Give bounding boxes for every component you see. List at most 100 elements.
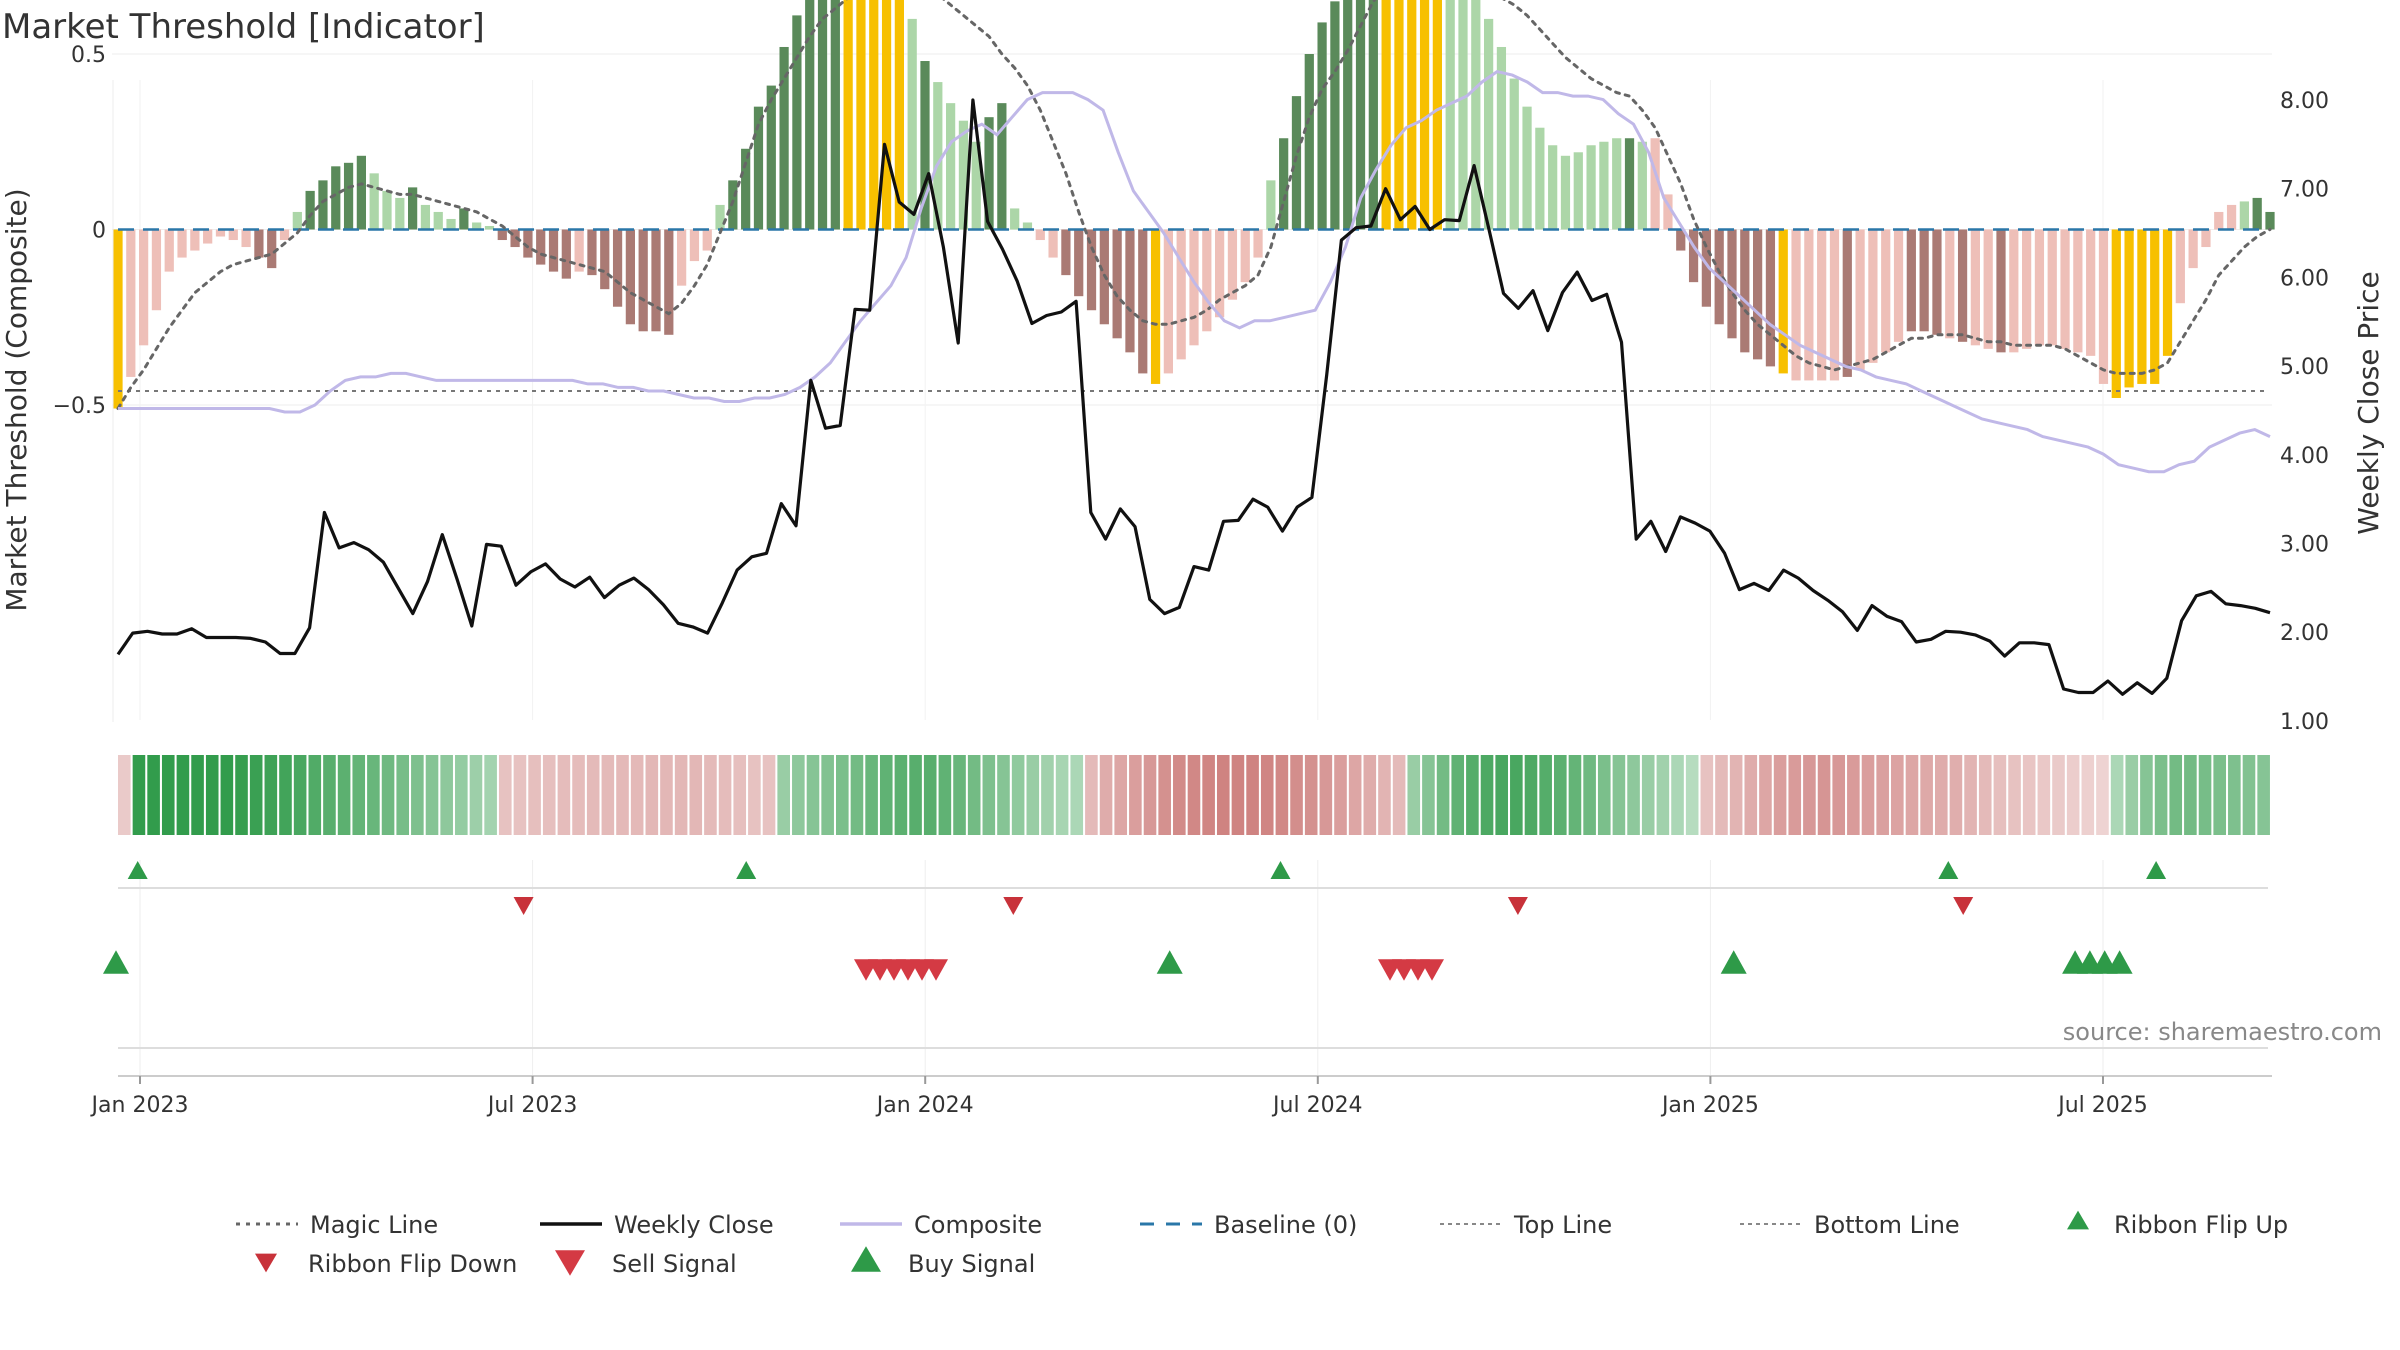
composite-bar [805, 0, 815, 230]
composite-bar [1688, 229, 1699, 283]
ribbon-cell [513, 755, 527, 835]
composite-bar [139, 229, 149, 346]
ribbon-cell [894, 755, 908, 835]
right-tick-label: 7.00 [2280, 178, 2329, 203]
ribbon-cell [1187, 755, 1201, 835]
ribbon-cell [1524, 755, 1538, 835]
composite-bar [164, 229, 174, 272]
ribbon-cell [2242, 755, 2256, 835]
composite-bar [1650, 138, 1660, 230]
ribbon-cell [1026, 755, 1040, 835]
composite-bar [305, 190, 315, 230]
ribbon-cell [396, 755, 410, 835]
ribbon-flip-down-marker [1003, 897, 1024, 915]
x-tick-label: Jul 2024 [1271, 1093, 1363, 1118]
ribbon-cell [982, 755, 996, 835]
ribbon-cell [337, 755, 351, 835]
legend-item-baseline: Baseline (0) [1140, 1211, 1357, 1239]
composite-bar [2009, 229, 2019, 353]
composite-bar [2150, 229, 2160, 384]
composite-bar [1496, 46, 1507, 230]
ribbon-cell [1378, 755, 1391, 835]
right-tick-label: 4.00 [2280, 444, 2329, 469]
composite-bar [2239, 201, 2249, 230]
legend-swatch [555, 1250, 585, 1276]
composite-bar [215, 229, 226, 237]
composite-bars [113, 0, 2275, 409]
ribbon-cell [1905, 755, 1919, 835]
ribbon-cell [821, 755, 834, 835]
axes: 0.5 0 −0.5 8.00 7.00 6.00 5.00 4.00 3.00 2.00 1.00… [53, 43, 2329, 1118]
ribbon-cell [1041, 755, 1054, 835]
composite-bar [420, 204, 431, 230]
left-tick-label: −0.5 [53, 394, 106, 419]
composite-bar [1022, 222, 1033, 230]
ribbon-flip-up-marker [1938, 861, 1959, 879]
sell-signal-marker [924, 959, 948, 981]
ribbon-cell [132, 755, 146, 835]
ribbon-cell [572, 755, 585, 835]
ribbon-cell [1539, 755, 1552, 835]
composite-bar [1125, 229, 1135, 353]
ribbon-cell [2125, 755, 2139, 835]
weekly-close-line [116, 98, 2271, 696]
composite-bar [2265, 211, 2275, 230]
composite-bar [2047, 229, 2057, 346]
right-tick-label: 6.00 [2280, 266, 2329, 291]
ribbon-cell [2198, 755, 2212, 835]
ribbon-cell [1510, 755, 1523, 835]
composite-bar [472, 222, 482, 230]
ribbon-cell [865, 755, 878, 835]
composite-bar [1202, 229, 1212, 332]
ribbon-cell [938, 755, 952, 835]
ribbon-cell [147, 755, 160, 835]
composite-bar [1996, 229, 2006, 353]
ribbon-cell [1554, 755, 1567, 835]
legend-swatch [851, 1246, 881, 1272]
ribbon-cell [352, 755, 366, 835]
ribbon-cell [762, 755, 776, 835]
composite-bar [1419, 0, 1430, 230]
composite-bar [651, 229, 661, 332]
ribbon-flip-up-marker [736, 861, 757, 879]
ribbon-cell [2096, 755, 2109, 835]
ribbon-flip-down-marker [513, 897, 534, 915]
ribbon-cell [484, 755, 497, 835]
ribbon-cell [528, 755, 541, 835]
ribbon-cell [2037, 755, 2051, 835]
ribbon-cell [1700, 755, 1714, 835]
signal-markers [103, 861, 2268, 1049]
composite-bar [1291, 96, 1302, 230]
ribbon-cell [1568, 755, 1582, 835]
y-axis-label-right: Weekly Close Price [2352, 271, 2385, 534]
composite-bar [1740, 229, 1750, 353]
ribbon-cell [1275, 755, 1289, 835]
ribbon-cell [161, 755, 175, 835]
legend-item-bottom: Bottom Line [1740, 1211, 1960, 1239]
composite-bar [1817, 229, 1827, 381]
composite-bar [228, 229, 238, 241]
ribbon-cell [1451, 755, 1465, 835]
ribbon-cell [850, 755, 864, 835]
ribbon-cell [1304, 755, 1318, 835]
composite-bar [1676, 229, 1686, 251]
ribbon-cell [1202, 755, 1215, 835]
ribbon-cell [1392, 755, 1406, 835]
legend-item-top: Top Line [1440, 1211, 1612, 1239]
composite-bar [523, 229, 533, 258]
composite-bar [1253, 229, 1263, 258]
composite-bar [830, 0, 840, 230]
ribbon-cell [2052, 755, 2065, 835]
ribbon-cell [1832, 755, 1846, 835]
composite-bar [1945, 229, 1955, 339]
right-tick-label: 1.00 [2280, 710, 2329, 735]
x-tick-label: Jul 2025 [2056, 1093, 2148, 1118]
ribbon-cell [1891, 755, 1904, 835]
composite-bar [881, 0, 892, 230]
ribbon-cell [1319, 755, 1333, 835]
composite-bar [1612, 138, 1622, 230]
x-tick-label: Jan 2025 [1660, 1093, 1759, 1118]
composite-bar [1637, 141, 1647, 230]
composite-bar [2111, 229, 2121, 398]
ribbon-cell [1964, 755, 1977, 835]
